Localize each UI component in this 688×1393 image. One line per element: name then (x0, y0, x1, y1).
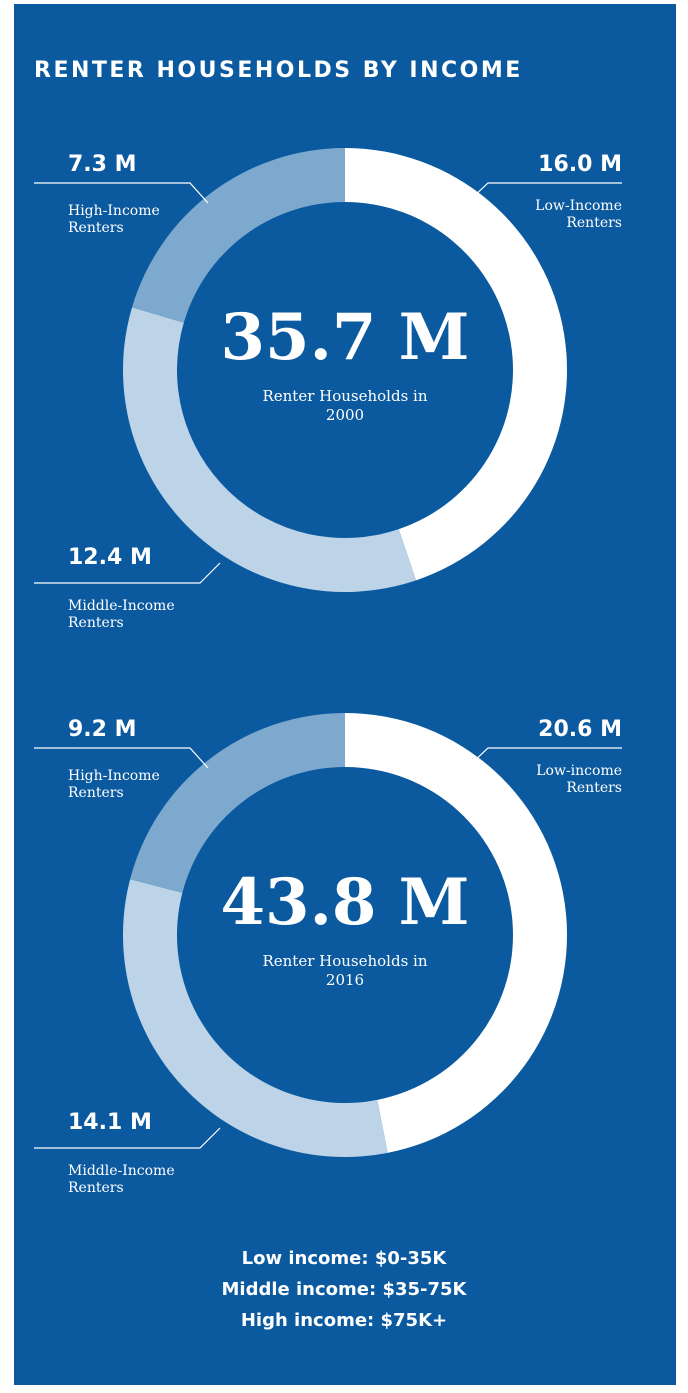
donut-slice (345, 713, 568, 1153)
title: RENTER HOUSEHOLDS BY INCOME (34, 58, 523, 83)
value-label: 20.6 M (538, 717, 622, 742)
leader-line (34, 1127, 221, 1149)
donut-slice (132, 148, 345, 323)
center-label: Renter Households in 2000 (262, 387, 428, 424)
leader-line (469, 747, 622, 766)
donut-slice (122, 307, 417, 592)
value-label: 14.1 M (68, 1110, 152, 1135)
leader-line (34, 182, 209, 204)
total-label: 35.7 M (220, 300, 470, 375)
note: Low income: $0-35K (241, 1248, 447, 1269)
category-label: High-Income Renters (68, 768, 160, 801)
category-label: Low-income Renters (536, 763, 622, 796)
category-label: Middle-Income Renters (68, 598, 175, 631)
category-label: High-Income Renters (68, 203, 160, 236)
value-label: 16.0 M (538, 152, 622, 177)
value-label: 12.4 M (68, 545, 152, 570)
donut-slice (130, 713, 345, 893)
category-label: Middle-Income Renters (68, 1163, 175, 1196)
leader-line (469, 182, 622, 201)
leader-line (34, 747, 209, 769)
total-label: 43.8 M (220, 865, 470, 940)
donut-slice (122, 879, 388, 1158)
value-label: 9.2 M (68, 717, 137, 742)
leader-line (34, 562, 221, 584)
note: High income: $75K+ (240, 1310, 448, 1331)
value-label: 7.3 M (68, 152, 137, 177)
note: Middle income: $35-75K (221, 1279, 467, 1300)
donut-slice (345, 148, 568, 581)
center-label: Renter Households in 2016 (262, 952, 428, 989)
category-label: Low-Income Renters (535, 198, 622, 231)
